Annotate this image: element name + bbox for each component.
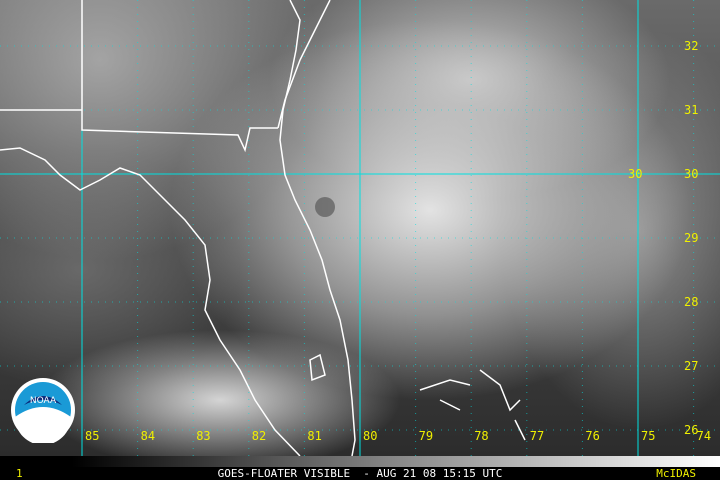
lat-lon-grid: 85 84 83 82 81 80 79 78 77 76 75 74 32 31 30 29 28 27 26 30 [0, 0, 720, 456]
latitude-label: 32 [684, 39, 698, 53]
hurricane-eye [315, 197, 335, 217]
grayscale-bar [0, 456, 720, 467]
image-caption: GOES-FLOATER VISIBLE - AUG 21 08 15:15 U… [217, 467, 503, 480]
longitude-label: 79 [419, 429, 433, 443]
longitude-label: 75 [641, 429, 655, 443]
noaa-logo: NOAA [11, 378, 75, 443]
longitude-label: 77 [530, 429, 544, 443]
florida-west-coast [0, 147, 301, 456]
longitude-label: 83 [196, 429, 210, 443]
latitude-label: 30 [684, 167, 698, 181]
longitude-label: 78 [474, 429, 488, 443]
longitude-label: 84 [141, 429, 155, 443]
bahamas [309, 353, 526, 441]
latitude-label: 31 [684, 103, 698, 117]
longitude-label: 76 [585, 429, 599, 443]
georgia-coast [277, 0, 331, 129]
noaa-logo-text: NOAA [30, 396, 57, 406]
latitude-label: 27 [684, 359, 698, 373]
latitude-label: 26 [684, 423, 698, 437]
longitude-label: 80 [363, 429, 377, 443]
longitude-label: 74 [697, 429, 711, 443]
coastlines [0, 0, 526, 456]
latitude-label: 29 [684, 231, 698, 245]
mcidas-label: McIDAS [656, 467, 696, 480]
longitude-label: 81 [307, 429, 321, 443]
caption-bar: 1 GOES-FLOATER VISIBLE - AUG 21 08 15:15… [0, 467, 720, 480]
center-latitude-label: 30 [628, 167, 642, 181]
map-overlay: 85 84 83 82 81 80 79 78 77 76 75 74 32 31 30 29 28 27 26 30 [0, 0, 720, 456]
longitude-label: 85 [85, 429, 99, 443]
latitude-label: 28 [684, 295, 698, 309]
florida-east-coast [279, 0, 356, 456]
longitude-label: 82 [252, 429, 266, 443]
frame-number: 1 [16, 467, 23, 480]
state-border [0, 0, 278, 153]
